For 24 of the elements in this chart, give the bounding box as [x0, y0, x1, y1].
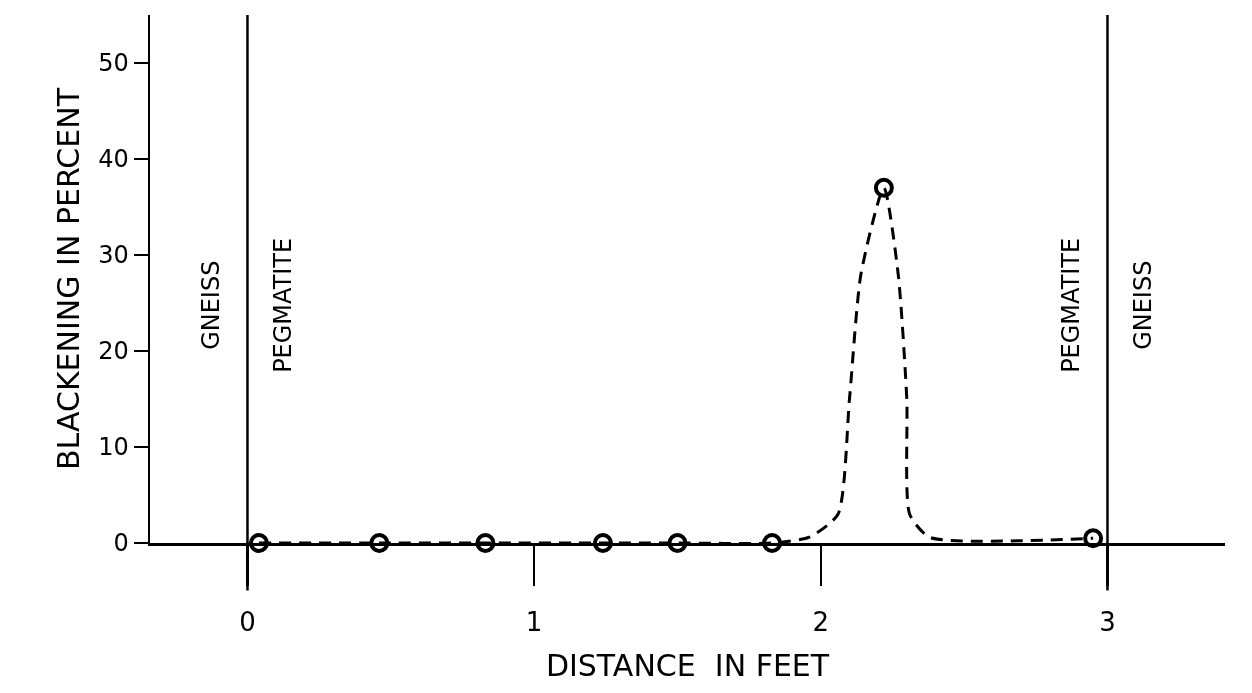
point	[369, 533, 390, 553]
x-tick-label: 3	[1099, 606, 1116, 637]
annotation: PEGMATITE	[269, 237, 298, 373]
y-tick-label: 40	[98, 145, 129, 174]
y-tick-label: 30	[98, 241, 129, 270]
x-axis-title: DISTANCE IN FEET	[545, 648, 830, 684]
point	[873, 177, 894, 198]
annotation: GNEISS	[1129, 260, 1158, 350]
point	[592, 533, 613, 553]
y-tick-label: 50	[98, 49, 129, 78]
y-axis-title: BLACKENING IN PERCENT	[50, 87, 86, 470]
point	[667, 533, 688, 553]
point	[1083, 528, 1104, 549]
annotation: GNEISS	[197, 260, 226, 350]
x-tick-label: 0	[239, 606, 256, 637]
y-tick-label: 10	[98, 433, 129, 462]
point	[762, 533, 783, 553]
point	[475, 533, 496, 553]
point	[248, 533, 269, 553]
y-tick-label: 0	[113, 529, 129, 558]
x-tick-label: 2	[812, 606, 830, 637]
y-tick-label: 20	[98, 337, 129, 366]
x-tick-label: 1	[525, 606, 543, 637]
annotation: PEGMATITE	[1057, 237, 1086, 373]
